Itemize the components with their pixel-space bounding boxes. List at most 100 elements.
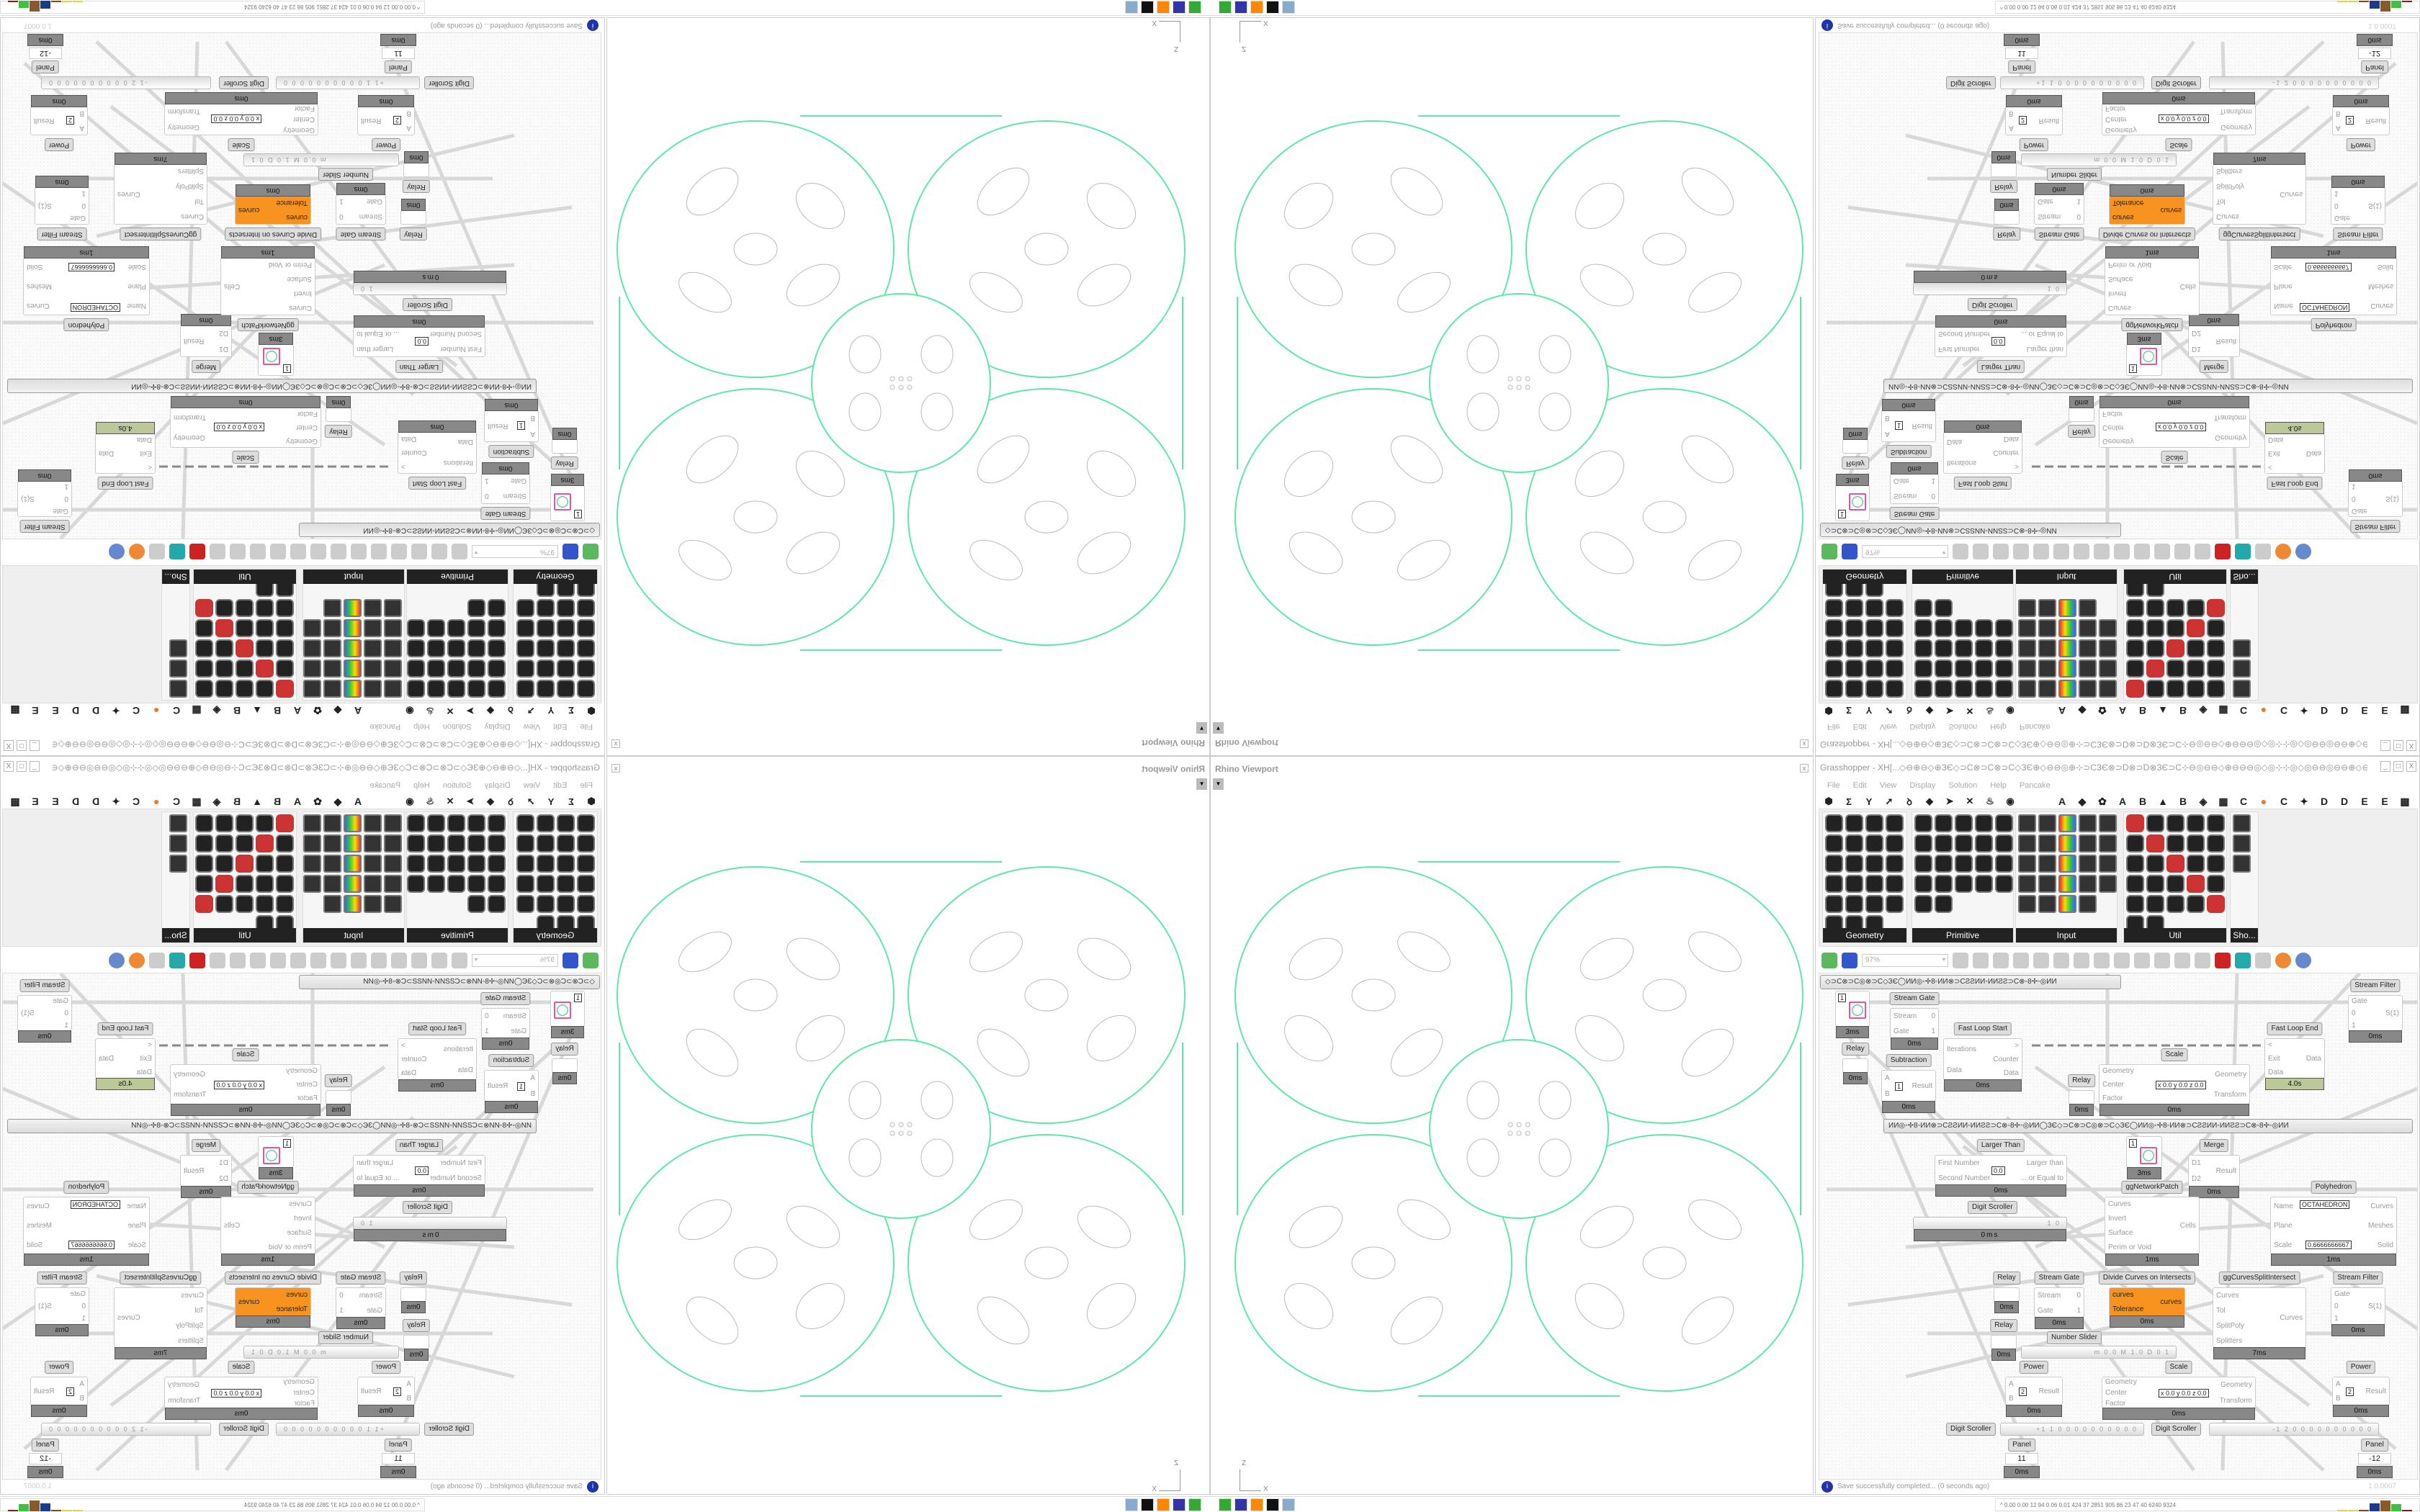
larger-than-node[interactable]: First Number Second Number Larger than... … (353, 315, 485, 357)
component-icon[interactable] (1955, 619, 1973, 637)
component-icon[interactable] (488, 855, 506, 873)
scale-value[interactable]: 0.6666666667 (68, 1241, 115, 1249)
tab-plugin-icon[interactable]: E (2361, 705, 2368, 716)
zoom-field[interactable]: 97% ▾ (1862, 954, 1948, 967)
input-curves[interactable]: Curves (181, 212, 204, 221)
polyhedron-title[interactable]: Polyhedron (63, 318, 109, 331)
component-icon[interactable] (1914, 855, 1932, 873)
component-icon[interactable] (467, 895, 485, 913)
component-icon[interactable] (2126, 599, 2144, 617)
output-s-1-[interactable]: S(1) (2368, 202, 2382, 210)
tab-intersect-icon[interactable]: ✕ (446, 796, 454, 806)
stream-gate-node[interactable]: Stream Gate 0 1 0ms (336, 1287, 386, 1329)
component-icon[interactable] (2038, 660, 2056, 678)
fast-loop-start-title[interactable]: Fast Loop Start (408, 1022, 467, 1035)
component-icon[interactable] (1935, 599, 1953, 617)
save-icon[interactable] (1842, 544, 1857, 559)
group-bar[interactable]: ИИ◎◦✢8◦ИИ⊗⊃CƧƧИИ◦ИИƧƧ⊃C⊗◦8✢◦◎ИИ◯ЗЄ◇⊃C⊗⊃C… (1883, 379, 2413, 393)
panel-label[interactable]: Input (303, 928, 404, 942)
component-icon[interactable] (215, 680, 233, 698)
input-exit[interactable]: Exit (140, 449, 152, 457)
component-icon[interactable] (323, 619, 341, 637)
component-icon[interactable] (1955, 855, 1973, 873)
power-node[interactable]: A B Result 2 0ms (30, 95, 88, 135)
component-icon[interactable] (364, 814, 382, 832)
divide-curves-on-intersects-node[interactable]: curves Tolerance curves 0ms (2109, 1287, 2185, 1328)
component-icon[interactable] (1995, 855, 2013, 873)
polyhedron-node[interactable]: Name Plane Scale Curves Meshes Solid OCTAHEDRO… (23, 246, 150, 315)
component-icon[interactable] (1914, 599, 1932, 617)
component-icon[interactable] (577, 619, 595, 637)
component-icon[interactable] (2207, 599, 2225, 617)
tab-plugin-icon[interactable]: ▩ (2400, 705, 2410, 717)
number-slider-title[interactable]: Number Slider (318, 1331, 373, 1344)
component-icon[interactable] (1825, 895, 1843, 913)
tab-eye-icon[interactable]: ◉ (2006, 706, 2015, 716)
component-icon[interactable] (2126, 834, 2144, 852)
component-icon[interactable] (1935, 834, 1953, 852)
tab-plugin-icon[interactable]: ▦ (192, 705, 202, 717)
input-curves[interactable]: Curves (289, 1200, 312, 1208)
component-icon[interactable] (2058, 660, 2076, 678)
component-icon[interactable] (2166, 639, 2184, 657)
input-value[interactable]: x 0.0 y 0.0 z 0.0 (2159, 1389, 2209, 1398)
menu-help[interactable]: Help (413, 781, 430, 790)
panel-value[interactable]: -12 (29, 48, 62, 59)
scale-title[interactable]: Scale (2161, 451, 2188, 464)
stream-gate-node[interactable]: Stream Gate 0 1 0ms (336, 183, 386, 225)
canvas-icon[interactable] (331, 953, 346, 968)
tab-plugin-icon[interactable]: ✦ (2300, 795, 2308, 807)
component-icon[interactable] (516, 855, 534, 873)
power-title[interactable]: Power (44, 138, 74, 151)
green-icon[interactable] (149, 544, 165, 559)
fast-loop-end-node[interactable]: < Exit Data Data 4.0s (2264, 1038, 2325, 1090)
tab-sigma-icon[interactable]: Σ (1846, 796, 1852, 807)
component-icon[interactable] (1995, 834, 2013, 852)
component-icon[interactable] (195, 875, 213, 893)
component-node[interactable]: 1 3ms (258, 333, 294, 376)
bake-icon[interactable] (391, 544, 407, 559)
tab-plugin-icon[interactable]: ✦ (112, 795, 120, 807)
output-0[interactable]: 0 (339, 1291, 344, 1300)
component-icon[interactable] (303, 680, 321, 698)
input-0[interactable]: 0 (2334, 202, 2339, 210)
search-icon[interactable] (310, 544, 326, 559)
count-value[interactable]: 1 (573, 510, 582, 518)
component-icon[interactable] (1886, 639, 1904, 657)
tab-plugin-icon[interactable]: ◆ (333, 705, 342, 717)
input-curves[interactable]: curves (2112, 213, 2134, 221)
preview-mesh-icon[interactable] (210, 544, 225, 559)
slider-control[interactable]: 1 0 0ms (1913, 1217, 2067, 1241)
scale-node[interactable]: Geometry Center Factor Geometry Transform x 0… (164, 1377, 318, 1420)
panel-value[interactable]: -12 (2358, 48, 2391, 59)
grasshopper-canvas[interactable]: ◇⊃C⊗⊃C◎⊗⊃C◇ЗЄ◯ИИ◎◦✢8◦ИИ⊗⊃CƧƧИИ◦ИИƧƧ⊃C⊗◦8… (2, 973, 601, 1480)
group-bar[interactable]: ИИ◎◦✢8◦ИИ⊗⊃CƧƧИИ◦ИИƧƧ⊃C⊗◦8✢◦◎ИИ◯ЗЄ◇⊃C⊗⊃C… (7, 1119, 537, 1133)
tab-plugin-icon[interactable]: C (132, 705, 140, 716)
tab-intersect-icon[interactable]: ✕ (1966, 796, 1974, 806)
component-icon[interactable] (256, 639, 274, 657)
input-geometry[interactable]: Geometry (286, 1067, 318, 1076)
component-icon[interactable] (323, 855, 341, 873)
green-icon[interactable] (149, 953, 165, 968)
tab-plugin-icon[interactable]: D (71, 796, 80, 807)
component-icon[interactable] (323, 599, 341, 617)
component-icon[interactable] (1865, 814, 1883, 832)
tab-intersect-icon[interactable]: ✕ (446, 706, 454, 716)
component-icon[interactable] (2079, 855, 2097, 873)
relay-title[interactable]: Relay (400, 1272, 427, 1284)
output-transform[interactable]: Transform (168, 107, 201, 115)
scale-node[interactable]: Geometry Center Factor Geometry Transform x 0… (2102, 1377, 2256, 1420)
component-icon[interactable] (344, 834, 362, 852)
tab-surface-icon[interactable]: ◆ (1926, 706, 1933, 716)
component-icon[interactable] (303, 814, 321, 832)
component-icon[interactable] (215, 660, 233, 678)
menu-solution[interactable]: Solution (442, 781, 472, 790)
subtraction-node[interactable]: A B Result 1 0ms (484, 399, 539, 442)
input-scale[interactable]: Scale (2274, 1241, 2293, 1249)
component-icon[interactable] (215, 875, 233, 893)
polyhedron-title[interactable]: Polyhedron (2311, 1181, 2357, 1194)
component-icon[interactable] (215, 619, 233, 637)
input-value[interactable]: 1 (1895, 421, 1904, 430)
power-node[interactable]: A B Result 2 0ms (2005, 95, 2063, 135)
tab-plugin-icon[interactable]: E (52, 705, 59, 716)
